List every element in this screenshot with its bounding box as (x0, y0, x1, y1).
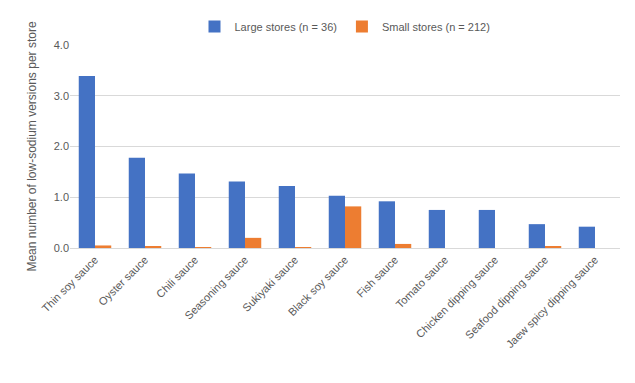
svg-text:Seasoning sauce: Seasoning sauce (182, 254, 250, 322)
svg-text:3.0: 3.0 (54, 90, 69, 102)
svg-text:2.0: 2.0 (54, 140, 69, 152)
svg-text:Fish sauce: Fish sauce (354, 254, 400, 300)
svg-text:Small stores (n = 212): Small stores (n = 212) (382, 21, 490, 33)
svg-text:Jaew spicy dipping sauce: Jaew spicy dipping sauce (504, 254, 601, 351)
svg-text:Sukiyaki sauce: Sukiyaki sauce (240, 254, 300, 314)
svg-text:1.0: 1.0 (54, 191, 69, 203)
svg-text:Black soy sauce: Black soy sauce (286, 254, 351, 319)
svg-text:Oyster sauce: Oyster sauce (96, 254, 150, 308)
svg-text:0.0: 0.0 (54, 242, 69, 254)
svg-text:Mean number of low-sodium vers: Mean number of low-sodium versions per s… (25, 21, 39, 271)
svg-text:Large stores (n = 36): Large stores (n = 36) (235, 21, 337, 33)
svg-text:Tomato sauce: Tomato sauce (393, 254, 450, 311)
svg-text:4.0: 4.0 (54, 39, 69, 51)
svg-text:Seafood dipping sauce: Seafood dipping sauce (463, 254, 551, 342)
svg-text:Chili sauce: Chili sauce (154, 254, 201, 301)
svg-text:Thin soy sauce: Thin soy sauce (40, 254, 101, 315)
svg-text:Chicken dipping sauce: Chicken dipping sauce (414, 254, 501, 341)
